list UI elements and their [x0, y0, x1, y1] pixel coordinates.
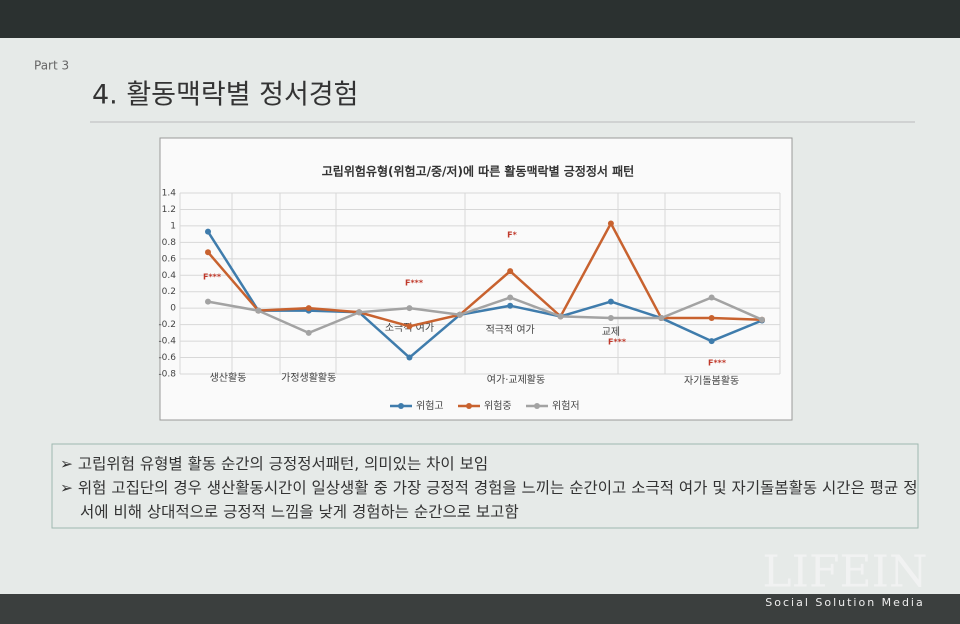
y-tick-label: 0.2: [162, 287, 176, 297]
point: [607, 220, 614, 227]
point: [507, 294, 514, 301]
y-tick-label: 1: [170, 221, 176, 231]
point: [658, 315, 665, 322]
bullet: ➢ 위험 고집단의 경우 생산활동시간이 일상생활 중 가장 긍정적 경험을 느…: [60, 479, 918, 521]
point: [406, 354, 413, 361]
point: [205, 228, 211, 235]
part-label: Part 3: [34, 59, 69, 73]
point: [507, 302, 514, 309]
point: [205, 249, 211, 256]
y-tick-label: 0: [170, 304, 176, 314]
point: [759, 316, 765, 323]
point: [305, 305, 312, 312]
point: [708, 315, 715, 322]
legend-label: 위험고: [416, 399, 444, 412]
bullet: ➢ 고립위험 유형별 활동 순간의 긍정정서패턴, 의미있는 차이 보임: [60, 455, 489, 473]
y-tick-label: -0.8: [158, 370, 176, 380]
y-tick-label: 0.6: [162, 254, 177, 264]
y-tick-label: -0.6: [158, 353, 176, 363]
point: [356, 309, 363, 316]
series-line: [207, 220, 763, 328]
watermark-tagline: Social Solution Media: [765, 596, 924, 609]
point: [507, 268, 514, 275]
annotation: F***: [405, 279, 424, 288]
chart-title: 고립위험유형(위험고/중/저)에 따른 활동맥락별 긍정정서 패턴: [322, 164, 634, 179]
point: [255, 307, 262, 314]
bullet-box: [51, 443, 919, 529]
y-tick-label: -0.2: [158, 320, 176, 330]
x-category-label: 생산활동: [210, 371, 247, 384]
point: [607, 298, 614, 305]
point: [557, 313, 564, 320]
chart-frame: [159, 137, 793, 421]
legend-marker: [534, 403, 540, 409]
point: [456, 311, 463, 318]
floor: [0, 594, 960, 624]
slide-title: 4. 활동맥락별 정서경험: [92, 80, 359, 111]
legend-marker: [398, 403, 404, 409]
x-category-label: 교제: [602, 326, 620, 338]
point: [708, 294, 715, 301]
series-line: [206, 230, 763, 360]
point: [406, 323, 413, 330]
watermark-brand: LIFEIN: [762, 547, 927, 598]
y-tick-label: 1.2: [162, 205, 176, 215]
annotation: F***: [708, 359, 727, 368]
point: [406, 305, 413, 312]
annotation: F***: [203, 273, 222, 282]
bullets: ➢ 고립위험 유형별 활동 순간의 긍정정서패턴, 의미있는 차이 보임 ➢ 위험…: [58, 452, 918, 524]
series-line: [207, 296, 763, 335]
x-category-label: 자기돌봄활동: [684, 374, 739, 387]
point: [607, 315, 614, 322]
y-tick-label: -0.4: [158, 337, 176, 347]
legend-label: 위험중: [484, 399, 512, 412]
x-category-label: 가정생활활동: [281, 371, 336, 384]
legend-marker: [466, 403, 472, 409]
y-tick-label: 0.8: [162, 238, 177, 248]
x-category-label: 적극적 여가: [486, 324, 535, 336]
legend-label: 위험저: [552, 399, 580, 412]
y-tick-label: 1.4: [162, 189, 177, 199]
point: [708, 338, 715, 345]
y-tick-label: 0.4: [162, 271, 177, 281]
annotation: F*: [507, 231, 517, 240]
annotation: F***: [608, 338, 627, 347]
point: [205, 298, 211, 305]
annotation: 여가·교제활동: [487, 373, 545, 386]
point: [305, 329, 312, 336]
